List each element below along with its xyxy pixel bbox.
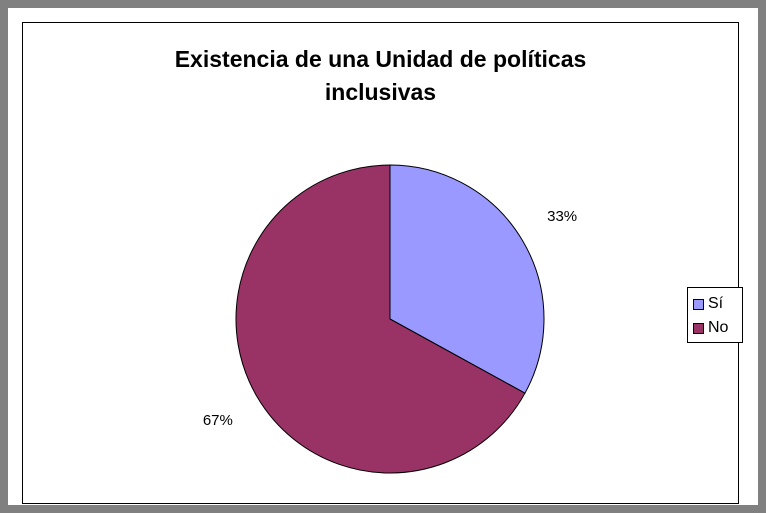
pie-slice-no <box>235 164 526 474</box>
pie-slice-si <box>389 164 545 394</box>
pie-chart: 33% 67% <box>203 164 577 474</box>
legend-label-no: No <box>708 319 729 336</box>
data-label-si: 33% <box>547 208 577 225</box>
legend-swatch-si <box>693 298 704 310</box>
chart-area: Existencia de una Unidad de políticas in… <box>22 22 743 504</box>
legend-item-no: No <box>693 316 738 340</box>
legend-label-si: Sí <box>708 295 724 312</box>
chart-legend: Sí No <box>687 287 743 343</box>
chart-title: Existencia de una Unidad de políticas in… <box>174 46 587 105</box>
legend-swatch-no <box>693 322 704 334</box>
legend-item-si: Sí <box>693 292 738 316</box>
data-label-no: 67% <box>203 412 233 429</box>
